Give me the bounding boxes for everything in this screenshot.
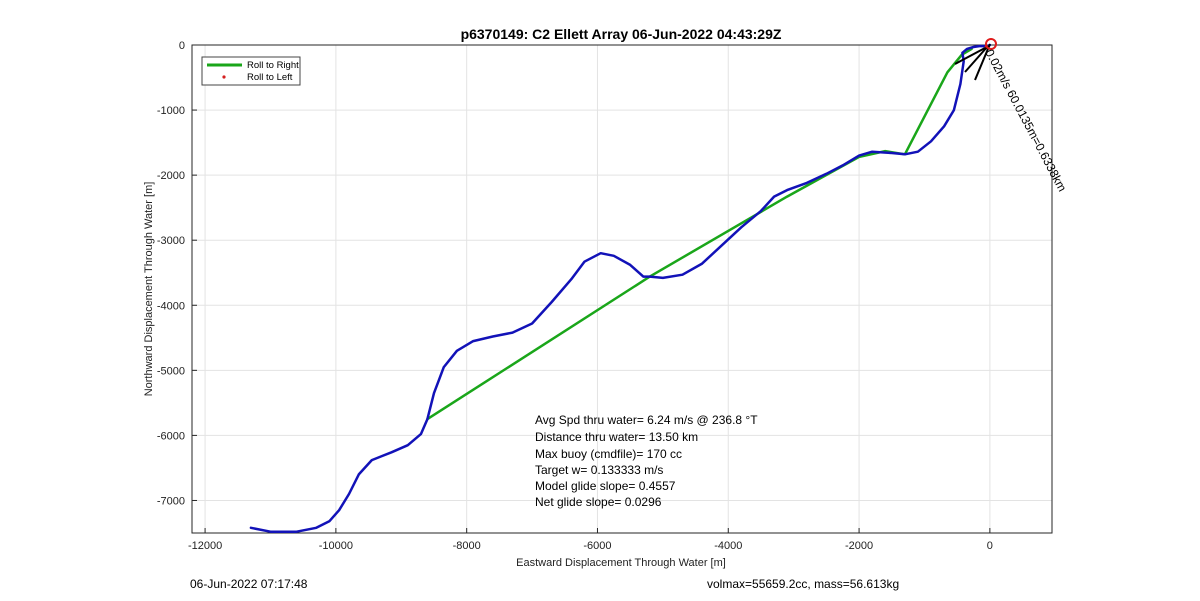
end-marker-circle <box>985 38 997 50</box>
chart-title: p6370149: C2 Ellett Array 06-Jun-2022 04… <box>461 26 782 42</box>
y-axis: 0 -1000 -2000 -3000 -4000 -5000 -6000 -7000 <box>157 40 197 507</box>
y-tick-label-1: -1000 <box>157 105 185 117</box>
x-tick-label-5: -2000 <box>845 540 873 552</box>
distance-rotated-label: 0.02m/s 60.0135m=0.6338km <box>982 47 1069 194</box>
y-tick-label-2: -2000 <box>157 170 185 182</box>
stat-avg-speed: Avg Spd thru water= 6.24 m/s @ 236.8 °T <box>535 413 758 427</box>
x-tick-label-4: -4000 <box>714 540 742 552</box>
y-tick-label-6: -6000 <box>157 430 185 442</box>
legend: Roll to Right Roll to Left <box>201 56 301 86</box>
x-axis: -12000 -10000 -8000 -6000 -4000 -2000 0 <box>188 528 993 552</box>
stat-distance: Distance thru water= 13.50 km <box>535 430 698 444</box>
x-tick-label-0: -12000 <box>188 540 222 552</box>
y-tick-label-3: -3000 <box>157 235 185 247</box>
stat-model-glide: Model glide slope= 0.4557 <box>535 479 676 493</box>
stat-max-buoy: Max buoy (cmdfile)= 170 cc <box>535 447 682 461</box>
arrow-line-1 <box>954 47 986 65</box>
legend-label-roll-left: Roll to Left <box>247 72 293 83</box>
stat-target-w: Target w= 0.133333 m/s <box>535 463 663 477</box>
plot-frame <box>191 44 1053 534</box>
y-axis-label: Northward Displacement Through Water [m] <box>143 182 155 397</box>
x-axis-label: Eastward Displacement Through Water [m] <box>516 557 726 569</box>
footer-timestamp: 06-Jun-2022 07:17:48 <box>190 577 308 591</box>
legend-swatch-roll-left <box>222 75 226 79</box>
x-tick-label-3: -6000 <box>583 540 611 552</box>
stat-net-glide: Net glide slope= 0.0296 <box>535 495 662 509</box>
y-tick-label-5: -5000 <box>157 365 185 377</box>
y-tick-label-4: -4000 <box>157 300 185 312</box>
arrow-line-3 <box>964 45 989 73</box>
x-tick-label-1: -10000 <box>319 540 353 552</box>
series-line-roll-right <box>426 47 973 421</box>
series-line-track <box>249 43 992 533</box>
legend-label-roll-right: Roll to Right <box>247 60 299 71</box>
x-tick-label-2: -8000 <box>453 540 481 552</box>
heading-arrows <box>954 43 991 81</box>
gridlines <box>192 44 1052 533</box>
stats-annotations: Avg Spd thru water= 6.24 m/s @ 236.8 °T … <box>535 413 758 509</box>
footer-volmax-mass: volmax=55659.2cc, mass=56.613kg <box>707 577 900 591</box>
y-tick-label-7: -7000 <box>157 495 185 507</box>
legend-box <box>201 56 301 86</box>
x-tick-label-6: 0 <box>987 540 993 552</box>
y-tick-label-0: 0 <box>179 40 185 52</box>
arrow-line-2 <box>974 43 991 81</box>
